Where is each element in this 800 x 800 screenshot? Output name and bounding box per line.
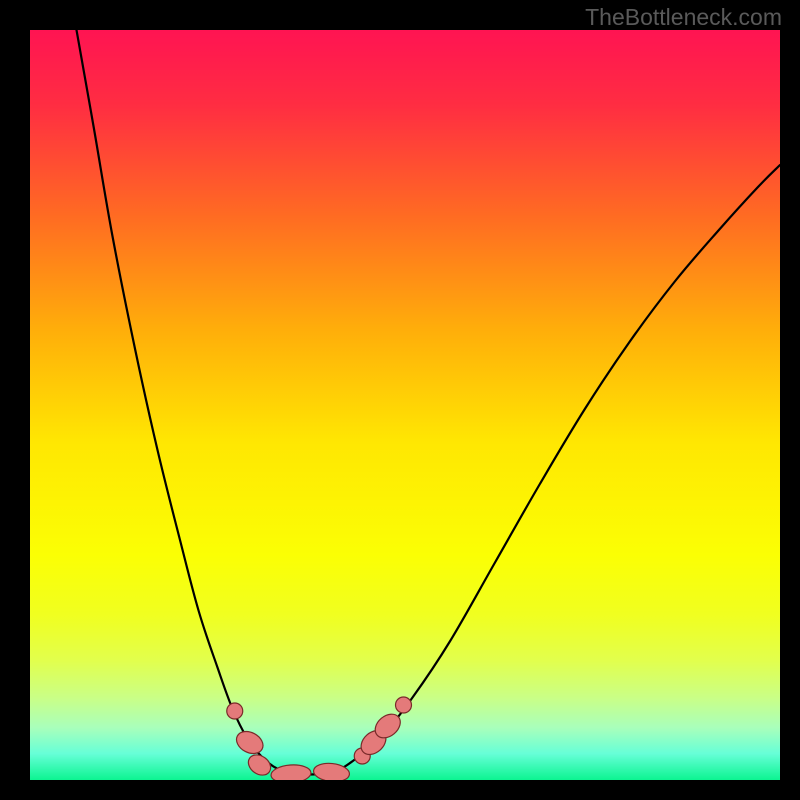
marker-point <box>227 703 243 719</box>
watermark-label: TheBottleneck.com <box>585 4 782 31</box>
gradient-background <box>30 30 780 780</box>
marker-point <box>396 697 412 713</box>
chart-frame <box>30 30 780 780</box>
bottleneck-curve-chart <box>30 30 780 780</box>
